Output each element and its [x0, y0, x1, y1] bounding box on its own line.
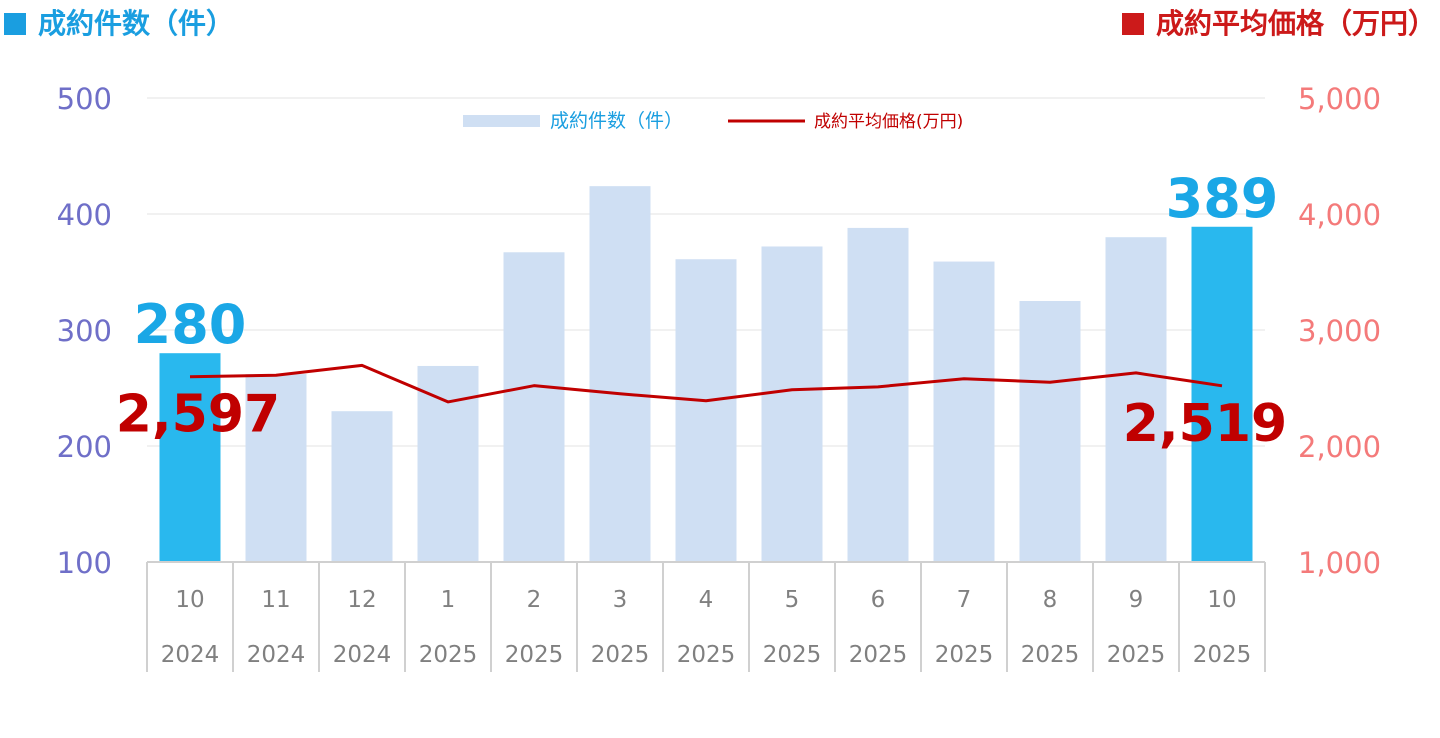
left-header-square-icon: [4, 13, 26, 35]
bar-data-label: 280: [134, 293, 247, 356]
category-year-label: 2025: [1021, 642, 1080, 668]
left-axis-tick-label: 500: [57, 82, 112, 116]
right-axis-tick-label: 2,000: [1298, 430, 1381, 464]
category-month-label: 12: [347, 587, 376, 613]
bar: [589, 186, 651, 562]
category-month-label: 6: [871, 587, 886, 613]
category-year-label: 2024: [247, 642, 306, 668]
bar-data-label: 389: [1166, 167, 1279, 230]
line-data-label: 2,597: [116, 385, 280, 445]
category-month-label: 8: [1043, 587, 1058, 613]
bar: [245, 374, 307, 562]
category-month-label: 10: [175, 587, 204, 613]
bar: [503, 252, 565, 562]
bar: [417, 365, 479, 562]
bar: [1019, 301, 1081, 562]
right-header-square-icon: [1121, 13, 1144, 35]
category-month-label: 10: [1207, 587, 1236, 613]
category-year-label: 2025: [677, 642, 736, 668]
bar: [159, 353, 221, 562]
left-header-title: 成約件数（件）: [38, 7, 235, 40]
category-year-label: 2024: [161, 642, 220, 668]
left-axis-tick-label: 300: [57, 314, 112, 348]
category-month-label: 3: [613, 587, 628, 613]
category-year-label: 2025: [1193, 642, 1252, 668]
right-axis-tick-label: 4,000: [1298, 198, 1381, 232]
right-axis-header: 成約平均価格（万円）: [1121, 2, 1436, 42]
line-data-label: 2,519: [1123, 394, 1287, 454]
bar: [933, 261, 995, 562]
left-axis-tick-label: 200: [57, 430, 112, 464]
category-month-label: 7: [957, 587, 972, 613]
bar: [847, 227, 909, 563]
category-year-label: 2025: [849, 642, 908, 668]
bar: [1191, 226, 1253, 562]
category-month-label: 2: [527, 587, 542, 613]
category-year-label: 2025: [763, 642, 822, 668]
right-axis-tick-label: 1,000: [1298, 546, 1381, 580]
category-year-label: 2025: [935, 642, 994, 668]
bar: [331, 411, 393, 562]
category-year-label: 2025: [591, 642, 650, 668]
price-line: [189, 363, 1223, 404]
category-month-label: 5: [785, 587, 800, 613]
category-month-label: 9: [1129, 587, 1144, 613]
bar: [675, 259, 737, 562]
legend-bar-swatch: [463, 115, 540, 127]
right-axis-tick-label: 5,000: [1298, 82, 1381, 116]
left-axis-tick-label: 100: [57, 546, 112, 580]
category-year-label: 2025: [419, 642, 478, 668]
legend-line-label: 成約平均価格(万円): [814, 112, 963, 132]
category-month-label: 1: [441, 587, 456, 613]
legend-bar-label: 成約件数（件）: [550, 110, 683, 132]
category-year-label: 2024: [333, 642, 392, 668]
bar: [761, 246, 823, 563]
category-month-label: 11: [261, 587, 290, 613]
bar: [1105, 237, 1167, 562]
category-month-label: 4: [699, 587, 714, 613]
category-year-label: 2025: [505, 642, 564, 668]
category-year-label: 2025: [1107, 642, 1166, 668]
left-axis-tick-label: 400: [57, 198, 112, 232]
right-header-title: 成約平均価格（万円）: [1155, 7, 1436, 40]
left-axis-header: 成約件数（件）: [4, 2, 234, 42]
right-axis-tick-label: 3,000: [1298, 314, 1381, 348]
